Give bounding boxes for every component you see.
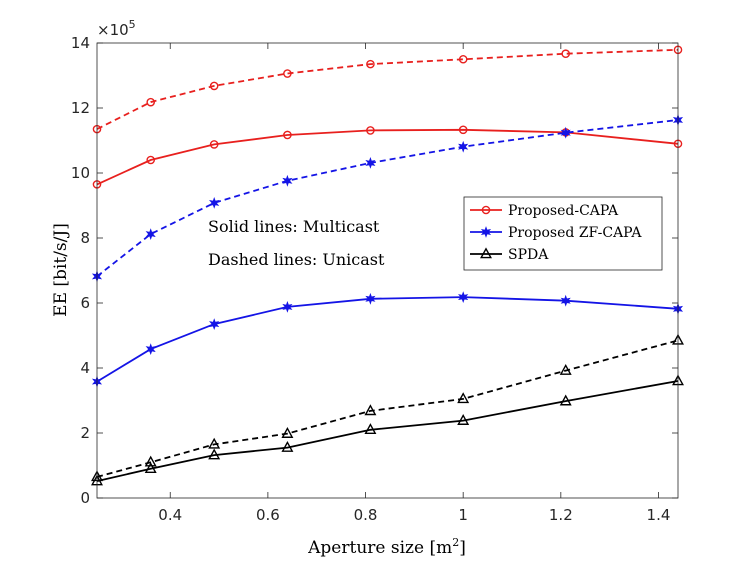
x-tick-label: 0.4 [158,506,182,524]
ticks-layer: 0.4 0.6 0.8 1 1.2 1.4 0 2 4 6 8 10 12 14 [71,34,678,524]
data-point [366,126,375,135]
y-tick-label: 14 [71,34,90,52]
data-point [146,155,156,165]
data-point [366,59,375,69]
data-point [560,126,571,139]
data-point [458,54,468,64]
data-point [282,174,293,187]
data-point [560,294,571,307]
legend-marker [480,247,492,259]
data-point [364,423,377,435]
data-point [144,462,157,474]
data-point [283,69,292,78]
data-point [282,301,293,313]
data-point [209,140,219,149]
data-point [209,81,219,91]
y-tick-label: 10 [71,164,90,182]
data-point [457,392,470,404]
data-point [458,291,469,303]
data-point [146,97,156,107]
series-line [96,296,679,383]
y-tick-label: 2 [80,424,90,442]
legend-label-proposed-capa: Proposed-CAPA [508,203,619,219]
x-tick-label: 1.4 [647,506,671,524]
legend-label-proposed-zf-capa: Proposed ZF-CAPA [508,225,642,241]
data-point [458,125,468,135]
data-point [281,440,294,452]
x-axis-label: Aperture size [m2] [307,536,466,558]
data-point [145,343,156,355]
data-point [559,394,572,406]
data-point [283,130,292,140]
legend: Proposed-CAPA Proposed ZF-CAPA SPDA [463,196,663,271]
legend-label-spda: SPDA [508,247,549,263]
series-line [96,119,679,278]
y-axis-label: EE [bit/s/J] [51,223,71,317]
data-point [281,426,294,438]
data-point [559,363,572,375]
x-tick-label: 0.8 [354,506,378,524]
y-tick-label: 12 [71,99,90,117]
data-point [208,448,221,460]
x-tick-label: 1.2 [549,506,573,524]
data-point [209,197,220,209]
y-axis-exponent: ×105 [97,18,136,39]
y-tick-label: 4 [80,359,90,377]
data-point [364,404,377,416]
series-line [96,339,679,478]
y-tick-label: 6 [80,294,90,312]
legend-marker [481,205,491,215]
data-point [365,292,376,305]
legend-marker [480,226,492,238]
data-point [365,157,376,169]
legend-marks [470,205,502,259]
data-point [208,437,221,449]
data-point [457,413,470,425]
annotation-dashed-lines: Dashed lines: Unicast [208,250,385,269]
data-point [561,49,571,59]
y-tick-label: 8 [80,229,90,247]
data-point [458,140,469,153]
x-tick-label: 1 [458,506,468,524]
data-point [145,228,156,240]
series-line [96,128,679,186]
data-point [144,455,157,467]
y-tick-label: 0 [80,489,90,507]
series-line [96,48,679,130]
plot-area [97,43,678,498]
data-point [209,318,220,330]
annotation-solid-lines: Solid lines: Multicast [208,217,380,236]
x-tick-label: 0.6 [256,506,280,524]
plot-frame [96,42,679,499]
series-line [96,380,679,482]
